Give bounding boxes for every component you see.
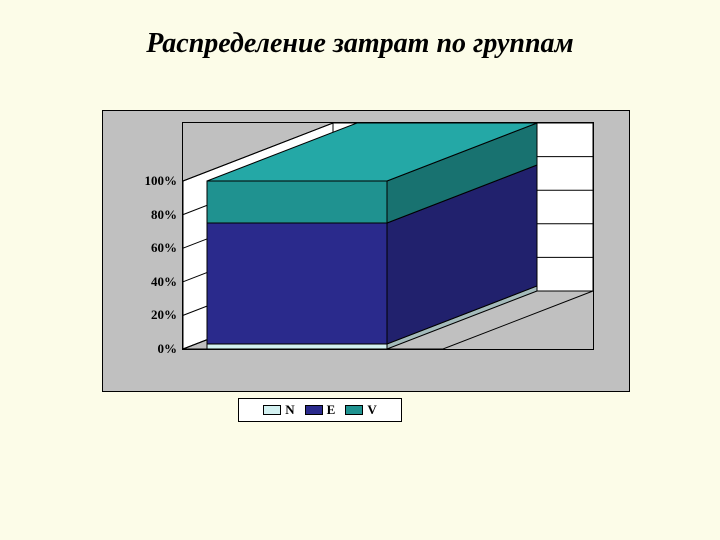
chart-plot-area: 0%20%40%60%80%100% [182, 122, 594, 350]
chart-legend: NEV [238, 398, 402, 422]
legend-swatch [345, 405, 363, 415]
y-axis-tick-label: 0% [158, 341, 184, 357]
legend-label: N [285, 402, 294, 418]
chart-svg [183, 123, 593, 349]
y-axis-tick-label: 20% [151, 307, 183, 323]
y-axis-tick-label: 80% [151, 207, 183, 223]
bar-segment-front-N [207, 344, 387, 349]
legend-item-E: E [305, 402, 336, 418]
legend-item-N: N [263, 402, 294, 418]
legend-label: V [367, 402, 376, 418]
bar-segment-front-E [207, 223, 387, 344]
slide: Распределение затрат по группам 0%20%40%… [0, 0, 720, 540]
y-axis-tick-label: 100% [145, 173, 184, 189]
legend-swatch [263, 405, 281, 415]
legend-item-V: V [345, 402, 376, 418]
bar-segment-front-V [207, 181, 387, 223]
y-axis-tick-label: 60% [151, 240, 183, 256]
legend-label: E [327, 402, 336, 418]
legend-swatch [305, 405, 323, 415]
chart-title: Распределение затрат по группам [0, 28, 720, 60]
y-axis-tick-label: 40% [151, 274, 183, 290]
